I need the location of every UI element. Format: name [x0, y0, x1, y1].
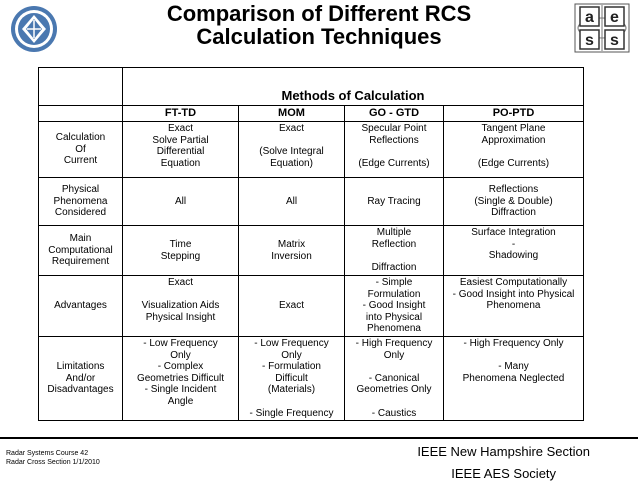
footer-divider — [0, 437, 638, 439]
column-header-go-gtd: GO - GTD — [344, 105, 444, 122]
footer-right: IEEE New Hampshire Section IEEE AES Soci… — [417, 441, 590, 485]
row-header-physical-phenomena: Physical Phenomena Considered — [38, 177, 123, 226]
table-cell: Exact Visualization Aids Physical Insigh… — [122, 275, 239, 337]
table-cell: Multiple Reflection Diffraction — [344, 225, 444, 276]
column-header-row: FT-TD MOM GO - GTD PO-PTD — [38, 105, 584, 122]
table-cell: Tangent Plane Approximation (Edge Curren… — [443, 121, 584, 178]
ieee-aes-society: IEEE AES Society — [451, 466, 557, 481]
aess-letter-a: a — [585, 9, 594, 26]
row-header-limitations: Limitations And/or Disadvantages — [38, 335, 123, 422]
title-line-2: Calculation Techniques — [196, 24, 442, 49]
empty-header-cell — [38, 105, 123, 122]
methods-header: Methods of Calculation — [122, 67, 584, 106]
table-cell: - Low Frequency Only - Complex Geometrie… — [122, 335, 239, 422]
aess-letter-e: e — [610, 9, 619, 26]
course-info: Radar Systems Course 42 — [6, 450, 89, 457]
row-header-main-computational-requirement: Main Computational Requirement — [38, 225, 123, 276]
table-cell: - Low Frequency Only - Formulation Diffi… — [238, 335, 345, 422]
column-header-ft-td: FT-TD — [122, 105, 239, 122]
table-cell: - Simple Formulation - Good Insight into… — [344, 275, 444, 337]
table-cell: - High Frequency Only - Many Phenomena N… — [443, 335, 584, 422]
rcs-comparison-table: Methods of Calculation FT-TD MOM GO - GT… — [38, 67, 584, 422]
column-header-mom: MOM — [238, 105, 345, 122]
row-header-advantages: Advantages — [38, 275, 123, 337]
methods-header-row: Methods of Calculation — [38, 67, 584, 106]
table-cell: Specular Point Reflections (Edge Current… — [344, 121, 444, 178]
table-cell: Reflections (Single & Double) Diffractio… — [443, 177, 584, 226]
row-header-calculation-of-current: Calculation Of Current — [38, 121, 123, 178]
empty-corner-cell — [38, 67, 123, 106]
table-cell: Surface Integration - Shadowing — [443, 225, 584, 276]
column-header-po-ptd: PO-PTD — [443, 105, 584, 122]
aess-letter-s2: s — [610, 32, 619, 49]
table-cell: Ray Tracing — [344, 177, 444, 226]
footer-left: Radar Systems Course 42 Radar Cross Sect… — [6, 449, 100, 467]
section-info: Radar Cross Section 1/1/2010 — [6, 459, 100, 466]
table-row: Calculation Of Current Exact Solve Parti… — [38, 121, 584, 178]
table-cell: All — [238, 177, 345, 226]
table-cell: Easiest Computationally - Good Insight i… — [443, 275, 584, 337]
table-cell: Exact (Solve Integral Equation) — [238, 121, 345, 178]
ieee-logo — [8, 4, 60, 54]
aess-letter-s1: s — [585, 32, 594, 49]
table-cell: Exact — [238, 275, 345, 337]
table-cell: All — [122, 177, 239, 226]
table-cell: Matrix Inversion — [238, 225, 345, 276]
table-cell: Exact Solve Partial Differential Equatio… — [122, 121, 239, 178]
aess-logo: a e s s — [574, 3, 630, 53]
slide-title: Comparison of Different RCS Calculation … — [110, 2, 528, 48]
table-row: Main Computational Requirement Time Step… — [38, 225, 584, 276]
table-cell: - High Frequency Only - Canonical Geomet… — [344, 335, 444, 422]
table-row: Limitations And/or Disadvantages - Low F… — [38, 335, 584, 422]
table-row: Advantages Exact Visualization Aids Phys… — [38, 275, 584, 337]
ieee-nh-section: IEEE New Hampshire Section — [417, 444, 590, 459]
table-cell: Time Stepping — [122, 225, 239, 276]
title-line-1: Comparison of Different RCS — [166, 1, 472, 26]
table-row: Physical Phenomena Considered All All Ra… — [38, 177, 584, 226]
